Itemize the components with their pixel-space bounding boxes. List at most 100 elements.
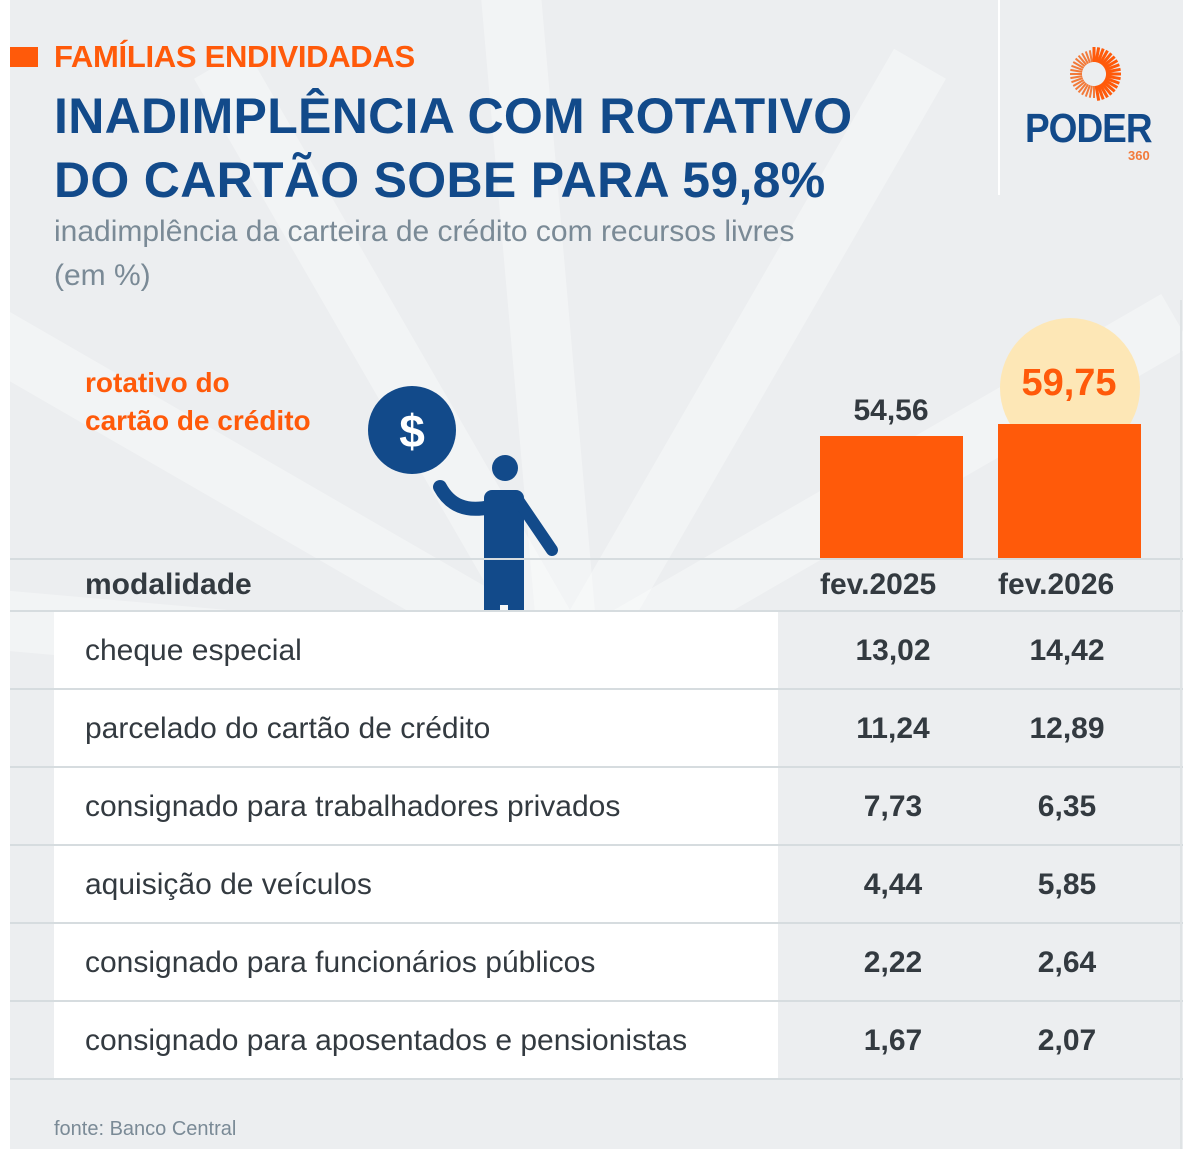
column-header-fev-2025: fev.2025 (820, 568, 937, 601)
table-row: consignado para trabalhadores privados 7… (10, 768, 1183, 844)
chart-label-line-2: cartão de crédito (85, 405, 311, 436)
coin-icon (368, 386, 456, 474)
sunburst-ray (1102, 55, 1116, 68)
row-label: aquisição de veículos (85, 868, 372, 901)
subtitle-line-2: (em %) (54, 259, 151, 292)
chart-label: rotativo do cartão de crédito (85, 364, 311, 440)
table-rule (10, 1000, 1183, 1002)
row-label: consignado para funcionários públicos (85, 946, 596, 979)
row-background (54, 846, 778, 922)
sunburst-ray (1088, 85, 1093, 98)
sunburst-ray (1102, 80, 1116, 93)
row-label: consignado para trabalhadores privados (85, 790, 621, 823)
table-rule (10, 766, 1183, 768)
table-row: parcelado do cartão de crédito 11,24 12,… (10, 690, 1183, 766)
row-background (54, 690, 778, 766)
sunburst-ray (1098, 49, 1109, 65)
sunburst-ray (1070, 68, 1083, 73)
bar-fev-2025 (820, 436, 963, 558)
page-title: INADIMPLÊNCIA COM ROTATIVO DO CARTÃO SOB… (54, 84, 954, 212)
row-value-2026: 2,07 (1037, 1024, 1097, 1057)
table-row: consignado para funcionários públicos 2,… (10, 924, 1183, 1000)
table-row: consignado para aposentados e pensionist… (10, 1002, 1183, 1078)
logo-subtext: 360 (1128, 148, 1150, 163)
table-rule (10, 688, 1183, 690)
logo: PODER 360 (1020, 44, 1170, 174)
person-head (492, 455, 518, 481)
row-value-2026: 12,89 (1029, 712, 1105, 745)
sunburst-ray (1071, 77, 1084, 84)
header-divider (998, 0, 1000, 195)
chart-label-line-1: rotativo do (85, 367, 230, 398)
title-line-2: DO CARTÃO SOBE PARA 59,8% (54, 152, 826, 208)
row-value-2025: 11,24 (856, 712, 930, 745)
sunburst-ray (1074, 80, 1086, 91)
table-rule (10, 1078, 1183, 1080)
table-rule (10, 844, 1183, 846)
sunburst-icon (1070, 47, 1121, 101)
column-header-fev-2026: fev.2026 (998, 568, 1115, 601)
bar-chart: 54,56 59,75 (790, 300, 1170, 560)
row-value-2026: 6,35 (1037, 790, 1097, 823)
logo-wordmark: PODER (1025, 105, 1153, 151)
sunburst-ray (1100, 82, 1113, 96)
row-value-2025: 7,73 (863, 790, 923, 823)
right-border (1180, 300, 1182, 1149)
table-rule (10, 610, 1183, 612)
bar-value-label-highlight: 59,75 (1021, 362, 1117, 404)
row-value-2025: 4,44 (863, 868, 923, 901)
sunburst-ray (1105, 74, 1121, 81)
dollar-icon: $ (399, 405, 425, 457)
sunburst-ray (1084, 51, 1091, 64)
sunburst-ray (1100, 52, 1113, 66)
sunburst-ray (1094, 47, 1101, 63)
row-value-2026: 5,85 (1037, 868, 1097, 901)
row-background (54, 924, 778, 1000)
row-value-2025: 2,22 (863, 946, 923, 979)
sunburst-ray (1088, 50, 1093, 63)
kicker: FAMÍLIAS ENDIVIDADAS (10, 39, 415, 74)
subtitle: inadimplência da carteira de crédito com… (54, 210, 954, 298)
row-label: consignado para aposentados e pensionist… (85, 1024, 688, 1057)
row-background (54, 612, 778, 688)
row-label: cheque especial (85, 634, 302, 667)
sunburst-ray (1077, 82, 1088, 94)
sunburst-ray (1096, 84, 1105, 100)
sunburst-ray (1072, 79, 1085, 87)
sunburst-ray (1071, 64, 1084, 71)
sunburst-ray (1074, 57, 1086, 68)
table-row: aquisição de veículos 4,44 5,85 (10, 846, 1183, 922)
sunburst-ray (1104, 63, 1120, 72)
row-label: parcelado do cartão de crédito (85, 712, 491, 745)
bar-value-label: 54,56 (853, 394, 929, 427)
kicker-text: FAMÍLIAS ENDIVIDADAS (54, 39, 415, 74)
row-background (54, 1002, 778, 1078)
row-value-2026: 14,42 (1029, 634, 1105, 667)
row-background (54, 768, 778, 844)
person-arm (433, 480, 497, 516)
sunburst-ray (1104, 76, 1120, 85)
sunburst-ray (1094, 85, 1101, 101)
sunburst-ray (1103, 59, 1119, 70)
sunburst-ray (1072, 61, 1085, 69)
person-right-arm (512, 494, 558, 556)
sunburst-ray (1098, 83, 1109, 99)
row-value-2025: 13,02 (855, 634, 931, 667)
sunburst-ray (1081, 83, 1089, 96)
sunburst-ray (1077, 54, 1088, 66)
column-header-modalidade: modalidade (85, 568, 252, 601)
sunburst-ray (1103, 78, 1119, 89)
sunburst-ray (1084, 84, 1091, 97)
sunburst-ray (1070, 75, 1083, 80)
sunburst-ray (1096, 48, 1105, 64)
table-rule (10, 558, 1183, 560)
row-value-2025: 1,67 (863, 1024, 923, 1057)
row-value-2026: 2,64 (1037, 946, 1097, 979)
sunburst-ray (1105, 67, 1121, 74)
table-header: modalidade fev.2025 fev.2026 (10, 560, 1183, 610)
bar-fev-2026 (998, 424, 1141, 558)
sunburst-ray (1081, 52, 1089, 65)
table-rule (10, 922, 1183, 924)
infographic: FAMÍLIAS ENDIVIDADAS INADIMPLÊNCIA COM R… (10, 0, 1183, 1149)
subtitle-line-1: inadimplência da carteira de crédito com… (54, 215, 795, 248)
